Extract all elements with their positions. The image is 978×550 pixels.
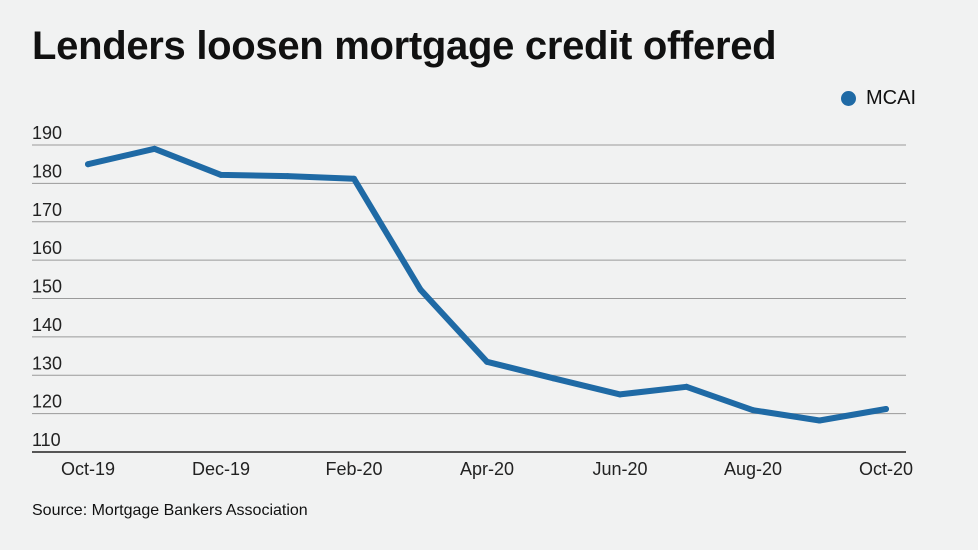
data-point-Dec-19 <box>218 171 224 178</box>
source-note: Source: Mortgage Bankers Association <box>32 502 308 519</box>
y-tick-label: 170 <box>32 200 62 220</box>
data-point-May-20 <box>550 375 557 382</box>
y-tick-label: 120 <box>32 392 62 412</box>
x-tick-label: Feb-20 <box>325 459 382 479</box>
x-tick-label: Aug-20 <box>724 459 782 479</box>
y-tick-label: 110 <box>32 430 61 450</box>
y-tick-label: 160 <box>32 238 62 258</box>
data-point-Jun-20 <box>617 391 623 398</box>
y-tick-label: 130 <box>32 353 62 373</box>
x-tick-label: Oct-19 <box>61 459 115 479</box>
chart-title: Lenders loosen mortgage credit offered <box>32 24 777 68</box>
data-point-Jan-20 <box>284 173 291 180</box>
x-tick-label: Dec-19 <box>192 459 250 479</box>
series-line-mcai <box>85 145 889 424</box>
data-point-Jul-20 <box>683 383 690 390</box>
x-tick-label: Apr-20 <box>460 459 514 479</box>
data-point-Nov-19 <box>151 145 158 152</box>
y-tick-label: 150 <box>32 277 62 297</box>
data-point-Mar-20 <box>417 286 424 293</box>
data-point-Oct-19 <box>85 161 91 168</box>
y-tick-label: 140 <box>32 315 62 335</box>
legend-marker-mcai <box>841 91 856 106</box>
y-tick-label: 190 <box>32 123 62 143</box>
y-tick-label: 180 <box>32 161 62 181</box>
legend: MCAI <box>841 87 916 110</box>
legend-label-mcai: MCAI <box>866 87 916 109</box>
x-tick-label: Jun-20 <box>592 459 647 479</box>
data-point-Apr-20 <box>484 358 490 365</box>
data-point-Aug-20 <box>750 407 756 414</box>
data-point-Sep-20 <box>816 417 823 424</box>
data-point-Oct-20 <box>883 406 889 413</box>
x-tick-label: Oct-20 <box>859 459 913 479</box>
data-point-Feb-20 <box>351 175 357 182</box>
